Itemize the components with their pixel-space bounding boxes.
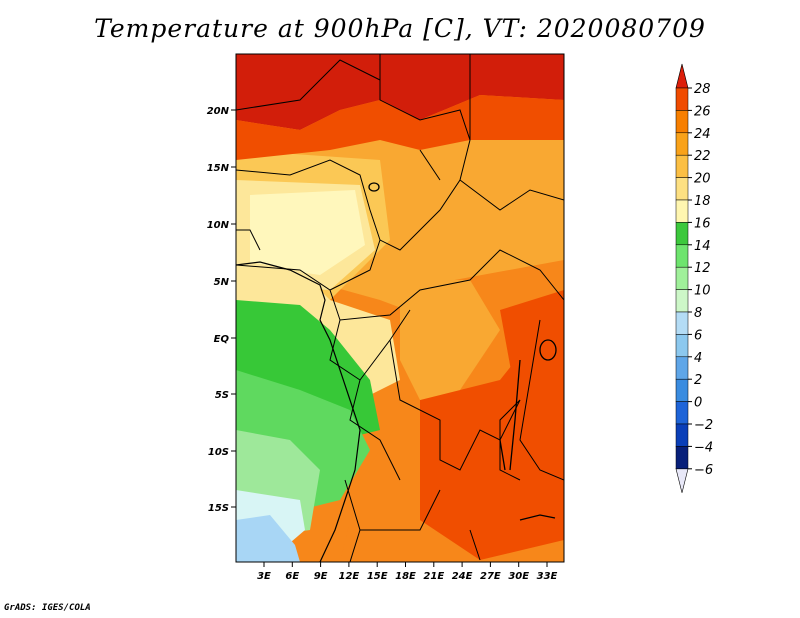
region-hot-east	[500, 290, 564, 420]
colorbar-segment	[675, 110, 689, 134]
colorbar-segment	[675, 266, 689, 290]
colorbar-segment	[675, 378, 689, 402]
lon-label: 30E	[508, 571, 529, 582]
lon-label: 12E	[339, 571, 360, 582]
colorbar-label: −4	[694, 440, 713, 455]
colorbar-segment	[675, 356, 689, 380]
longitude-axis: 3E 6E 9E 12E 15E 18E 21E 24E 27E 30E 33E	[257, 562, 558, 582]
colorbar-label: 14	[694, 239, 711, 254]
colorbar-label: 10	[694, 284, 711, 299]
colorbar-segment	[675, 446, 689, 470]
colorbar-segment	[675, 132, 689, 156]
colorbar-segment	[675, 311, 689, 335]
lon-label: 33E	[537, 571, 558, 582]
lat-label: 10N	[207, 220, 230, 231]
lon-label: 15E	[367, 571, 388, 582]
lon-label: 27E	[480, 571, 501, 582]
lat-label: 20N	[207, 106, 230, 117]
lakes	[368, 182, 557, 521]
colorbar-segment	[675, 244, 689, 268]
lon-label: 21E	[423, 571, 444, 582]
lon-label: 18E	[395, 571, 416, 582]
colorbar-top-arrow	[675, 63, 689, 89]
lat-label: 15N	[207, 163, 230, 174]
lon-label: 3E	[257, 571, 271, 582]
map-frame	[235, 53, 565, 563]
footer-credit: GrADS: IGES/COLA	[4, 603, 91, 613]
colorbar-segment	[675, 401, 689, 425]
lat-label: 10S	[208, 447, 229, 458]
colorbar-label: 26	[694, 104, 711, 119]
country-borders	[236, 54, 564, 562]
lon-label: 24E	[452, 571, 473, 582]
lat-label: 15S	[208, 503, 229, 514]
region-cream-west	[250, 190, 365, 275]
lat-label: 5S	[215, 390, 229, 401]
colorbar-label: 0	[694, 396, 702, 411]
colorbar-segment	[675, 289, 689, 313]
colorbar-label: 24	[694, 127, 711, 142]
colorbar-label: 2	[694, 373, 702, 388]
region-blue	[236, 515, 300, 562]
coastline	[236, 261, 361, 562]
colorbar-segment	[675, 423, 689, 447]
colorbar-label: 16	[694, 216, 711, 231]
colorbar-segment	[675, 177, 689, 201]
colorbar-label: 22	[694, 149, 711, 164]
lat-label: 5N	[214, 277, 230, 288]
colorbar-bottom-arrow	[675, 468, 689, 493]
colorbar-label: 12	[694, 261, 711, 276]
lon-label: 9E	[314, 571, 328, 582]
colorbar-segment	[675, 199, 689, 223]
region-hot-north	[236, 95, 564, 160]
colorbar-label: −2	[694, 418, 713, 433]
colorbar-label: 18	[694, 194, 711, 209]
colorbar-segment	[675, 222, 689, 246]
colorbar-label: 28	[694, 82, 711, 97]
temperature-field	[236, 54, 564, 562]
colorbar-label: 4	[694, 351, 702, 366]
colorbar-label: −6	[694, 463, 713, 478]
colorbar-segment	[675, 334, 689, 358]
latitude-axis: 20N 15N 10N 5N EQ 5S 10S 15S	[207, 106, 236, 514]
region-sahara	[236, 54, 564, 130]
colorbar-segment	[675, 87, 689, 111]
region-mid-southeast	[400, 280, 500, 400]
colorbar-segment	[675, 154, 689, 178]
colorbar-label: 20	[694, 172, 711, 187]
map-title: Temperature at 900hPa [C], VT: 202008070…	[94, 14, 706, 43]
colorbar-label: 6	[694, 328, 702, 343]
colorbar-label: 8	[694, 306, 702, 321]
lat-label: EQ	[214, 334, 230, 345]
lon-label: 6E	[285, 571, 299, 582]
